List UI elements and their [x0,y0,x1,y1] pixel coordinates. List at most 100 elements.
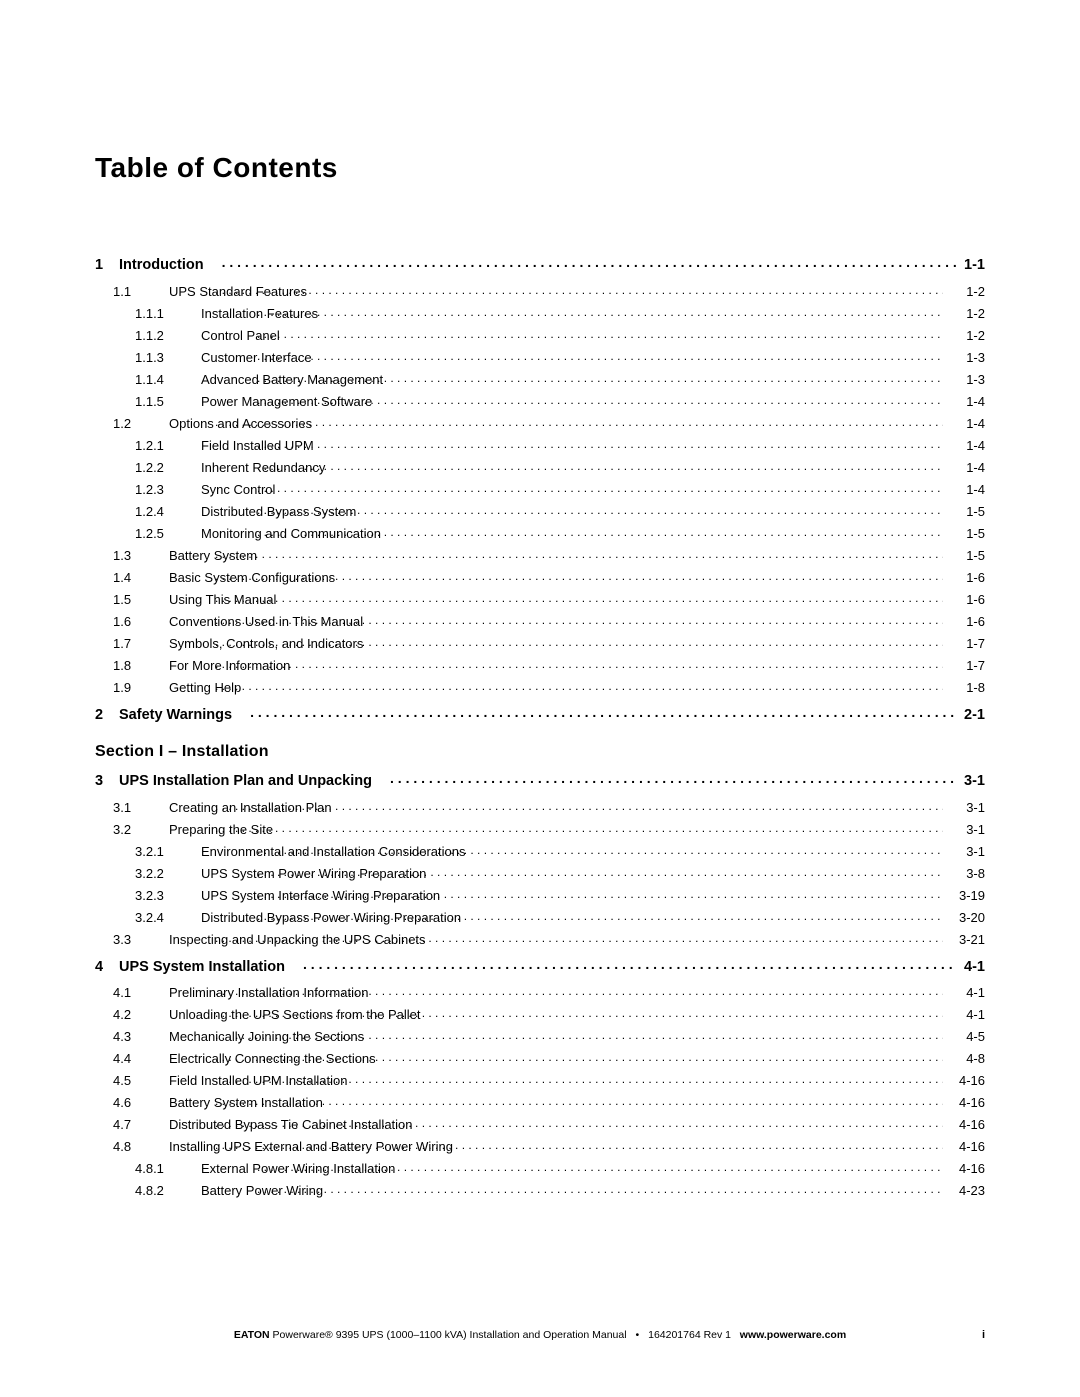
toc-entry-page: 4-16 [943,1140,985,1153]
toc-entry-row: 1.1.3Customer Interface 1-3 [95,349,985,364]
toc-entry-number: 3.2.2 [135,867,164,880]
toc-chapter-page: 1-1 [956,258,985,273]
toc-chapter-title: Safety Warnings [119,707,236,723]
toc-entry-number: 1.1.2 [135,329,164,342]
toc-leader [215,1028,943,1041]
toc-leader [215,569,943,582]
toc-leader [215,283,943,296]
toc-entry-row: 1.1.4Advanced Battery Management 1-3 [95,371,985,386]
toc-entry-page: 1-3 [943,373,985,386]
toc-entry-number: 4.8.1 [135,1162,164,1175]
toc-chapter-title: Introduction [119,257,208,273]
toc-entry-number: 3.2 [113,823,131,836]
toc-leader [257,305,943,318]
toc-leader [215,635,943,648]
toc-chapter-title: UPS System Installation [119,959,289,975]
toc-leader [257,349,943,362]
toc-entry-number: 1.6 [113,615,131,628]
toc-leader [257,393,943,406]
toc-chapter-page: 2-1 [956,708,985,723]
toc-chapter-number: 4 [95,960,119,975]
page-number: i [982,1329,985,1341]
toc-leader [215,984,943,997]
toc-leader [257,1160,943,1173]
toc-entry-number: 1.2.4 [135,505,164,518]
toc-entry-number: 1.1.5 [135,395,164,408]
toc-entry-number: 4.6 [113,1096,131,1109]
toc-entry-page: 1-4 [943,483,985,496]
toc-chapter-page: 4-1 [956,960,985,975]
toc-chapter-row: 1Introduction 1-1 [95,256,985,273]
toc-leader [215,547,943,560]
footer-product: Powerware® 9395 UPS (1000–1100 kVA) Inst… [273,1329,627,1341]
toc-entry-page: 4-1 [943,1008,985,1021]
toc-entry-page: 1-4 [943,417,985,430]
toc-chapter-number: 3 [95,774,119,789]
toc-entry-row: 3.2Preparing the Site 3-1 [95,821,985,836]
toc-entry-row: 1.4Basic System Configurations 1-6 [95,569,985,584]
toc-chapter-number: 2 [95,708,119,723]
toc-entry-row: 1.2Options and Accessories 1-4 [95,415,985,430]
toc-entry-number: 4.8 [113,1140,131,1153]
toc-entry-page: 1-7 [943,659,985,672]
toc-entry-row: 4.3Mechanically Joining the Sections 4-5 [95,1028,985,1043]
toc-leader [215,1138,943,1151]
toc-entry-number: 1.1.4 [135,373,164,386]
toc-entry-page: 1-4 [943,439,985,452]
toc-entry-page: 1-4 [943,461,985,474]
toc-leader [257,503,943,516]
toc-entry-row: 3.2.3UPS System Interface Wiring Prepara… [95,887,985,902]
toc-entry-row: 1.8For More Information 1-7 [95,657,985,672]
toc-entry-row: 4.6Battery System Installation 4-16 [95,1094,985,1109]
toc-entry-number: 3.2.1 [135,845,164,858]
footer-url: www.powerware.com [740,1329,846,1341]
section-heading: Section I – Installation [95,744,985,760]
toc-entry-row: 3.2.4Distributed Bypass Power Wiring Pre… [95,909,985,924]
toc-leader [215,613,943,626]
toc-leader [257,909,943,922]
toc-entry-number: 1.2.2 [135,461,164,474]
toc-entry-page: 4-5 [943,1030,985,1043]
toc-leader [215,799,943,812]
toc-leader [215,679,943,692]
toc-entry-row: 1.5Using This Manual 1-6 [95,591,985,606]
toc-entry-page: 1-5 [943,527,985,540]
toc-chapter-title: UPS Installation Plan and Unpacking [119,773,376,789]
toc-entry-row: 1.2.4Distributed Bypass System 1-5 [95,503,985,518]
toc-entry-row: 1.6Conventions Used in This Manual 1-6 [95,613,985,628]
toc-entry-page: 3-1 [943,801,985,814]
toc-leader [215,1094,943,1107]
toc-leader [222,256,956,269]
toc-entry-row: 3.3Inspecting and Unpacking the UPS Cabi… [95,931,985,946]
toc-entry-row: 1.7Symbols, Controls, and Indicators 1-7 [95,635,985,650]
toc-leader [257,887,943,900]
toc-chapter-row: 3UPS Installation Plan and Unpacking 3-1 [95,772,985,789]
toc-entry-row: 1.2.2Inherent Redundancy 1-4 [95,459,985,474]
toc-entry-page: 1-7 [943,637,985,650]
toc-entry-number: 4.4 [113,1052,131,1065]
toc-chapter-row: 2Safety Warnings 2-1 [95,706,985,723]
toc-entry-number: 1.1 [113,285,131,298]
toc-leader [257,327,943,340]
toc-leader [257,459,943,472]
toc-chapter-number: 1 [95,258,119,273]
toc-entry-page: 1-3 [943,351,985,364]
toc-chapter-row: 4UPS System Installation 4-1 [95,958,985,975]
toc-entry-page: 3-1 [943,845,985,858]
toc-entry-number: 3.1 [113,801,131,814]
toc-entry-page: 4-23 [943,1184,985,1197]
toc-entry-row: 1.1.5Power Management Software 1-4 [95,393,985,408]
toc-entry-number: 3.2.4 [135,911,164,924]
toc-entry-row: 3.2.2UPS System Power Wiring Preparation… [95,865,985,880]
toc-entry-page: 1-2 [943,329,985,342]
toc-leader [257,1182,943,1195]
toc-entry-number: 1.2.3 [135,483,164,496]
toc-entry-row: 1.2.1Field Installed UPM 1-4 [95,437,985,452]
toc-entry-number: 1.7 [113,637,131,650]
toc-entry-number: 1.4 [113,571,131,584]
toc-entry-number: 4.5 [113,1074,131,1087]
toc-leader [303,958,956,971]
toc-leader [215,1072,943,1085]
toc-leader [257,371,943,384]
toc-entry-row: 1.9Getting Help 1-8 [95,679,985,694]
